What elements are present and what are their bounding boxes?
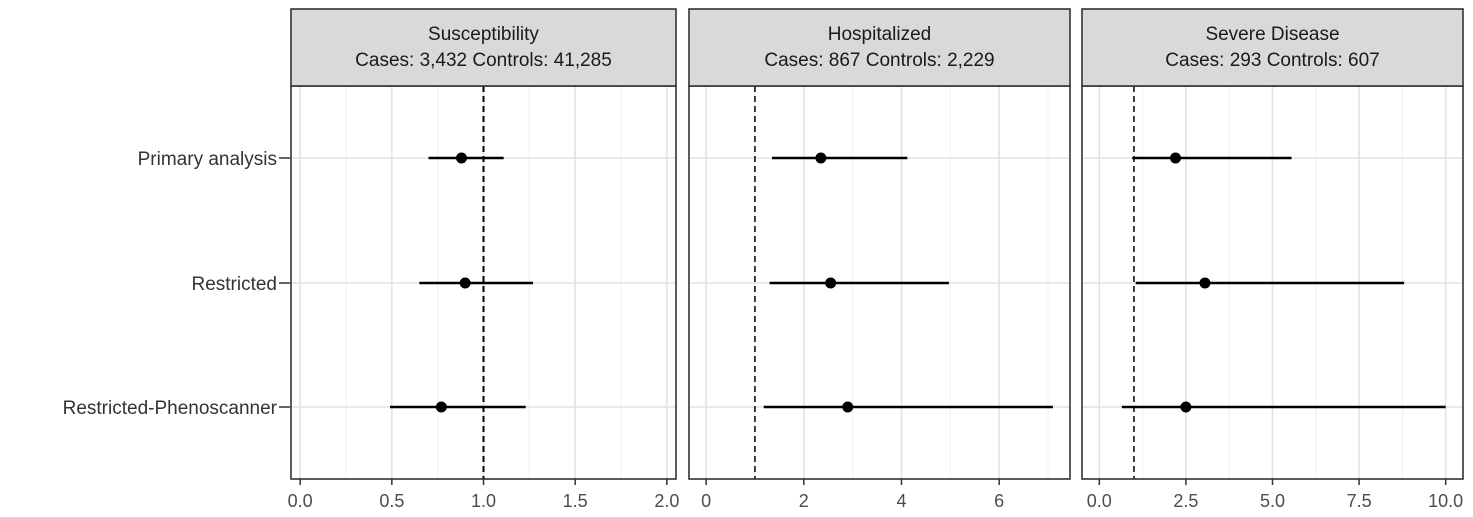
- x-tick-label: 10.0: [1428, 491, 1463, 511]
- facet-subtitle: Cases: 867 Controls: 2,229: [764, 50, 994, 71]
- x-tick-label: 2: [799, 491, 809, 511]
- x-tick-label: 4: [896, 491, 906, 511]
- x-tick-label: 0.0: [1087, 491, 1112, 511]
- facet-strip: [1082, 9, 1463, 86]
- x-tick-label: 6: [994, 491, 1004, 511]
- point-estimate: [825, 278, 836, 289]
- x-tick-label: 0.5: [379, 491, 404, 511]
- x-tick-label: 0: [701, 491, 711, 511]
- point-estimate: [1170, 153, 1181, 164]
- facet-panel: Severe Disease Cases: 293 Controls: 607 0.…: [1082, 9, 1463, 511]
- point-estimate: [1199, 278, 1210, 289]
- facet-strip: [291, 9, 676, 86]
- x-tick-label: 0.0: [288, 491, 313, 511]
- category-label: Restricted-Phenoscanner: [63, 398, 278, 419]
- x-tick-label: 5.0: [1260, 491, 1285, 511]
- point-estimate: [460, 278, 471, 289]
- category-label: Restricted: [191, 274, 277, 295]
- point-estimate: [842, 402, 853, 413]
- point-estimate: [815, 153, 826, 164]
- facet-title: Severe Disease: [1205, 24, 1339, 45]
- facet-subtitle: Cases: 293 Controls: 607: [1165, 50, 1379, 71]
- point-estimate: [456, 153, 467, 164]
- facet-panel: Hospitalized Cases: 867 Controls: 2,229 0 2…: [689, 9, 1070, 511]
- facet-title: Hospitalized: [828, 24, 932, 45]
- x-tick-label: 1.5: [563, 491, 588, 511]
- x-tick-label: 1.0: [471, 491, 496, 511]
- x-tick-label: 2.0: [654, 491, 679, 511]
- point-estimate: [1180, 402, 1191, 413]
- x-tick-label: 2.5: [1173, 491, 1198, 511]
- facet-subtitle: Cases: 3,432 Controls: 41,285: [355, 50, 612, 71]
- facet-strip: [689, 9, 1070, 86]
- facet-title: Susceptibility: [428, 24, 539, 45]
- category-label: Primary analysis: [138, 149, 277, 170]
- x-tick-label: 7.5: [1347, 491, 1372, 511]
- facet-panel: Susceptibility Cases: 3,432 Controls: 41,…: [288, 9, 680, 511]
- point-estimate: [436, 402, 447, 413]
